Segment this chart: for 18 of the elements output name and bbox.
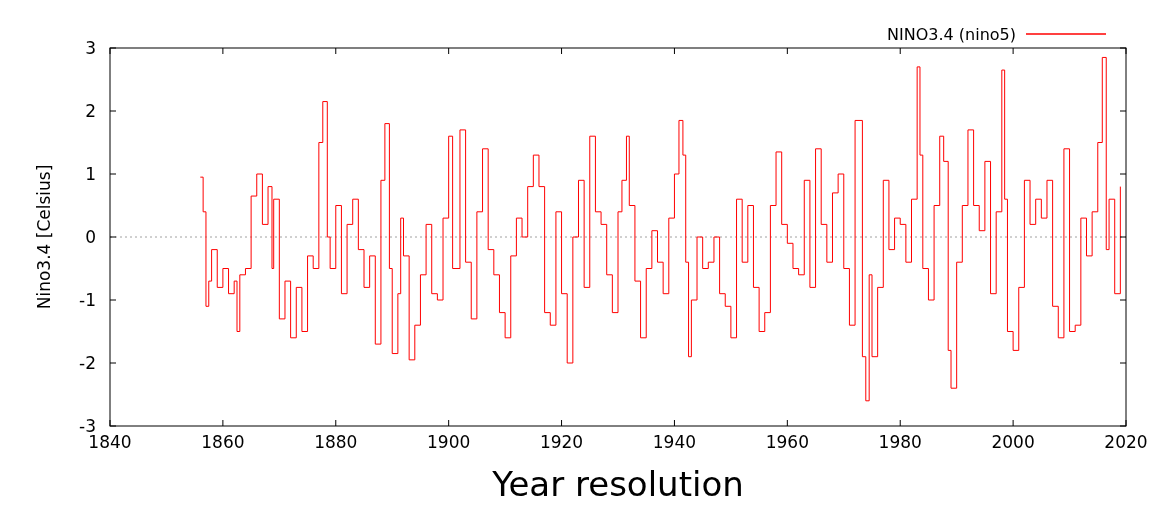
x-tick-label: 1980 xyxy=(878,432,922,452)
y-tick-label: -2 xyxy=(79,352,96,373)
y-tick-label: -1 xyxy=(79,289,96,310)
y-tick-label: 0 xyxy=(85,226,96,247)
y-axis-title: Nino3.4 [Celsius] xyxy=(34,164,54,310)
x-tick-label: 1880 xyxy=(314,432,358,452)
x-tick-label: 2000 xyxy=(991,432,1035,452)
y-tick-label: 3 xyxy=(85,37,96,58)
legend-label: NINO3.4 (nino5) xyxy=(887,24,1016,44)
x-tick-label: 2020 xyxy=(1104,432,1148,452)
x-tick-label: 1900 xyxy=(427,432,471,452)
x-tick-label: 1920 xyxy=(539,432,584,452)
x-tick-label: 1960 xyxy=(765,432,809,452)
x-tick-label: 1860 xyxy=(201,432,245,452)
y-tick-label: 2 xyxy=(85,100,96,121)
x-tick-label: 1940 xyxy=(652,432,697,452)
text: Year resolution xyxy=(491,464,744,504)
y-tick-label: 1 xyxy=(85,163,96,184)
